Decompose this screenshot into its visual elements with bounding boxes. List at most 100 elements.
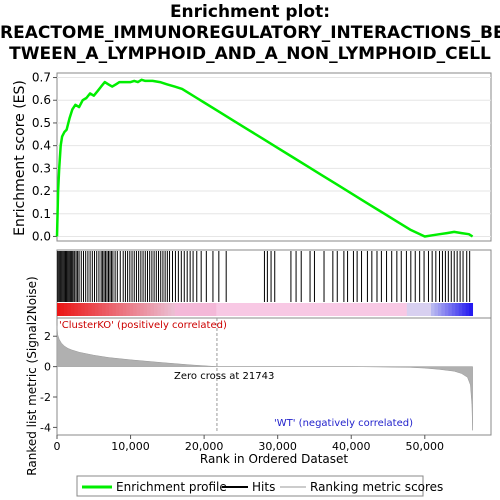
heatbar-cell bbox=[119, 303, 124, 316]
heatbar-cell bbox=[115, 303, 120, 316]
heatbar-cell bbox=[122, 303, 127, 316]
heatbar-cell bbox=[448, 303, 453, 316]
heatbar-cell bbox=[244, 303, 248, 316]
heatbar-cell bbox=[205, 303, 210, 316]
metric-y-tick-label: 0 bbox=[44, 361, 51, 374]
heatbar-cell bbox=[192, 303, 196, 316]
heatbar-cell bbox=[129, 303, 134, 316]
heatbar-cell bbox=[372, 303, 377, 316]
heatbar-cell bbox=[292, 303, 297, 316]
heatbar-cell bbox=[327, 303, 332, 316]
heatbar-cell bbox=[153, 303, 158, 316]
heatbar-cell bbox=[77, 303, 82, 316]
heatbar-cell bbox=[257, 303, 262, 316]
heatbar-cell bbox=[136, 303, 141, 316]
heatbar-cell bbox=[178, 303, 183, 316]
heatbar-cell bbox=[282, 303, 286, 316]
es-y-tick-label: 0.6 bbox=[32, 93, 51, 107]
heatbar-cell bbox=[181, 303, 186, 316]
heatbar-cell bbox=[323, 303, 328, 316]
heatbar-cell bbox=[202, 303, 207, 316]
heatbar-cell bbox=[160, 303, 165, 316]
heatbar-cell bbox=[341, 303, 345, 316]
chart-title: Enrichment plot: REACTOME_IMMUNOREGULATO… bbox=[0, 2, 500, 65]
heatbar-cell bbox=[164, 303, 169, 316]
metric-x-tick-label: 40,000 bbox=[332, 440, 371, 453]
es-y-tick-label: 0.5 bbox=[32, 116, 51, 130]
heatbar-cell bbox=[406, 303, 411, 316]
es-panel-frame bbox=[56, 72, 492, 242]
metric-x-ticks: 0 10,000 20,000 30,000 40,000 50,000 bbox=[54, 435, 445, 453]
heatbar-cell bbox=[434, 303, 439, 316]
es-y-tick-label: 0.4 bbox=[32, 139, 51, 153]
heatbar-cell bbox=[365, 303, 370, 316]
metric-area bbox=[56, 325, 473, 431]
heatbar-cell bbox=[316, 303, 321, 316]
metric-panel-frame bbox=[56, 317, 492, 436]
heatbar-cell bbox=[368, 303, 373, 316]
heatbar-cell bbox=[299, 303, 304, 316]
legend-enrichment-label: Enrichment profile bbox=[116, 480, 227, 494]
heatbar-cell bbox=[112, 303, 117, 316]
metric-x-tick-label: 50,000 bbox=[406, 440, 445, 453]
heatbar-cell bbox=[98, 303, 103, 316]
heatbar-cell bbox=[399, 303, 404, 316]
heatbar-cell bbox=[386, 303, 390, 316]
es-line-group bbox=[55, 78, 474, 238]
metric-y-axis-label: Ranked list metric (Signal2Noise) bbox=[25, 276, 39, 475]
heatbar-cell bbox=[209, 303, 214, 316]
heatbar-cell bbox=[240, 303, 245, 316]
heatbar-cell bbox=[295, 303, 300, 316]
heatbar-cell bbox=[344, 303, 349, 316]
heatbar-cell bbox=[403, 303, 408, 316]
heatbar-cell bbox=[70, 303, 75, 316]
heatbar-cell bbox=[420, 303, 425, 316]
heatbar-cell bbox=[469, 303, 474, 316]
heatbar-cell bbox=[171, 303, 176, 316]
es-y-axis-label: Enrichment score (ES) bbox=[12, 80, 28, 236]
heatbar-cell bbox=[233, 303, 238, 316]
metric-y-tick-label: -4 bbox=[40, 421, 51, 434]
rank-heatbar bbox=[57, 303, 474, 316]
metric-x-tick-label: 20,000 bbox=[185, 440, 224, 453]
heatbar-cell bbox=[147, 303, 151, 316]
heatbar-cell bbox=[95, 303, 99, 316]
heatbar-cell bbox=[264, 303, 269, 316]
heatbar-cell bbox=[126, 303, 131, 316]
heatbar-cell bbox=[150, 303, 155, 316]
heatbar-cell bbox=[250, 303, 255, 316]
heatbar-cell bbox=[465, 303, 470, 316]
positive-correlation-label: 'ClusterKO' (positively correlated) bbox=[59, 320, 227, 331]
heatbar-cell bbox=[458, 303, 463, 316]
heatbar-cell bbox=[102, 303, 106, 316]
es-y-tick-label: 0.7 bbox=[32, 71, 51, 85]
heatbar-cell bbox=[212, 303, 217, 316]
heatbar-cell bbox=[219, 303, 224, 316]
heatbar-cell bbox=[351, 303, 356, 316]
heatbar-cell bbox=[133, 303, 138, 316]
heatbar-cell bbox=[289, 303, 293, 316]
heatbar-cell bbox=[306, 303, 311, 316]
heatbar-cell bbox=[320, 303, 325, 316]
heatbar-cell bbox=[254, 303, 259, 316]
heatbar-cell bbox=[337, 303, 342, 316]
legend-hits-label: Hits bbox=[252, 480, 275, 494]
heatbar-cell bbox=[396, 303, 401, 316]
metric-y-tick-label: -2 bbox=[40, 391, 51, 404]
heatbar-cell bbox=[462, 303, 467, 316]
heatbar-cell bbox=[444, 303, 449, 316]
metric-x-tick-label: 0 bbox=[54, 440, 61, 453]
heatbar-cell bbox=[389, 303, 394, 316]
heatbar-cell bbox=[361, 303, 366, 316]
heatbar-cell bbox=[427, 303, 432, 316]
heatbar-cell bbox=[157, 303, 162, 316]
es-y-tick-label: 0.0 bbox=[32, 229, 51, 243]
hits-group bbox=[57, 251, 471, 302]
metric-y-tick-label: 2 bbox=[44, 330, 51, 343]
heatbar-cell bbox=[354, 303, 359, 316]
heatbar-cell bbox=[185, 303, 190, 316]
heatbar-cell bbox=[375, 303, 380, 316]
heatbar-cell bbox=[382, 303, 387, 316]
heatbar-cell bbox=[334, 303, 338, 316]
